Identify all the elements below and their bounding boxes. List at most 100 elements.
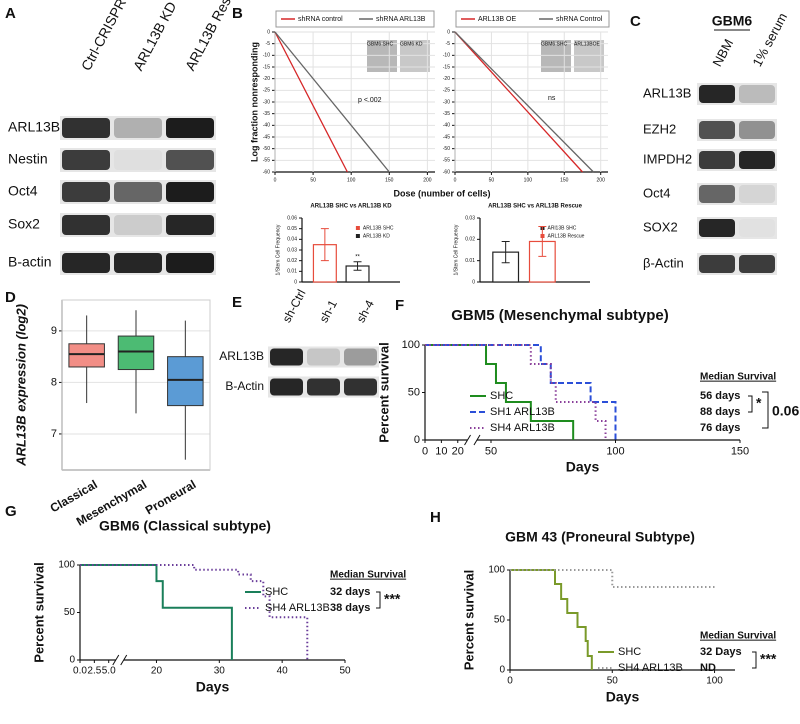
band — [114, 215, 162, 235]
y-tick-label: -55 — [263, 158, 270, 164]
error-bar — [501, 240, 510, 264]
box — [167, 356, 204, 407]
y-tick-label: -35 — [443, 111, 450, 117]
row-label: IMPDH2 — [643, 151, 692, 166]
band — [739, 255, 775, 273]
inset-label: GBM6 SHC — [367, 41, 394, 47]
median-value: 56 days — [700, 390, 740, 402]
chart-title: GBM 43 (Proneural Subtype) — [505, 529, 695, 545]
y-tick-label: 0.02 — [465, 237, 475, 243]
legend-label: ARL13B OE — [478, 16, 516, 23]
error-bar — [320, 228, 329, 262]
bracket — [748, 395, 753, 413]
legend-label: SH1 ARL13B — [490, 406, 555, 418]
y-tick-label: -15 — [443, 64, 450, 70]
y-tick-label: -40 — [263, 123, 270, 129]
lane-label: 1% serum — [749, 10, 790, 69]
row-label: Sox2 — [8, 216, 40, 232]
row-label: ARL13B — [219, 349, 264, 363]
y-tick-label: -10 — [443, 53, 450, 59]
y-tick-label: -5 — [446, 41, 451, 47]
x-tick-label: 0.0 — [73, 666, 87, 677]
row-label: B-actin — [8, 254, 52, 270]
legend-label: SHC — [618, 646, 641, 658]
panel-letter: A — [5, 5, 16, 22]
median-header: Median Survival — [330, 570, 406, 581]
y-tick-label: 0 — [294, 279, 297, 285]
panel-letter: E — [232, 294, 242, 311]
band — [307, 378, 340, 396]
y-axis-label: Log fraction nonresponding — [249, 42, 259, 162]
chart-title: ARL13B SHC vs ARL13B Rescue — [488, 204, 582, 210]
lane-label: sh-4 — [354, 297, 377, 324]
band — [739, 219, 775, 237]
box — [68, 343, 105, 368]
band — [739, 85, 775, 103]
x-tick-label: 50 — [339, 666, 351, 677]
band — [166, 118, 214, 138]
x-tick-label: 200 — [423, 177, 432, 183]
band — [307, 348, 340, 366]
median-value: ND — [700, 662, 716, 674]
y-tick-label: -5 — [266, 41, 271, 47]
bracket — [762, 391, 769, 429]
row-label: β-Actin — [643, 255, 684, 270]
x-tick-label: 20 — [452, 446, 464, 458]
line — [454, 31, 583, 173]
x-tick-label: 200 — [597, 177, 606, 183]
x-tick-label: 0 — [507, 676, 513, 687]
legend-frame — [455, 10, 610, 28]
band — [114, 253, 162, 273]
y-tick-label: 100 — [488, 565, 505, 576]
box — [117, 335, 155, 371]
panel-letter: H — [430, 509, 441, 526]
legend-swatch — [355, 234, 360, 238]
chart-title: ARL13B SHC vs ARL13B KD — [310, 204, 392, 210]
error-bar — [538, 226, 547, 257]
band — [699, 219, 735, 237]
y-tick-label: 100 — [402, 339, 420, 351]
y-tick-label: 0 — [414, 434, 420, 446]
band — [699, 185, 735, 203]
x-axis-label: Dose (number of cells) — [393, 188, 490, 198]
y-tick-label: 50 — [494, 615, 506, 626]
error-bar — [353, 261, 362, 271]
x-tick-label: Proneural — [143, 477, 199, 517]
y-tick-label: 50 — [64, 607, 76, 618]
line — [454, 31, 594, 173]
x-tick-label: 0 — [454, 177, 457, 183]
band — [166, 253, 214, 273]
y-tick-label: 0.05 — [287, 226, 297, 232]
band — [344, 378, 377, 396]
median-value: 88 days — [700, 406, 740, 418]
bracket — [752, 651, 757, 669]
x-tick-label: 10 — [435, 446, 447, 458]
x-tick-label: 50 — [310, 177, 316, 183]
row-label: B-Actin — [225, 379, 264, 393]
x-tick-label: 50 — [489, 177, 495, 183]
y-tick-label: 0.04 — [287, 237, 297, 243]
band — [114, 150, 162, 170]
x-tick-label: 150 — [560, 177, 569, 183]
legend-label: ARL13B SHC — [363, 225, 394, 231]
y-tick-label: 9 — [51, 325, 57, 337]
band — [166, 182, 214, 202]
band — [739, 185, 775, 203]
y-tick-label: -30 — [443, 99, 450, 105]
y-tick-label: -60 — [443, 169, 450, 175]
significance: *** — [384, 591, 401, 607]
survival-curve — [425, 344, 607, 440]
band — [699, 255, 735, 273]
median-header: Median Survival — [700, 372, 776, 383]
y-tick-label: -15 — [263, 64, 270, 70]
survival-curve — [425, 344, 575, 440]
x-tick-label: 150 — [731, 446, 749, 458]
y-tick-label: 0 — [69, 655, 75, 666]
x-tick-label: 100 — [524, 177, 533, 183]
legend-label: SHC — [265, 586, 288, 598]
y-tick-label: 8 — [51, 376, 57, 388]
inset-label: ARL13BOE — [574, 41, 601, 47]
y-tick-label: -50 — [263, 146, 270, 152]
band — [166, 215, 214, 235]
